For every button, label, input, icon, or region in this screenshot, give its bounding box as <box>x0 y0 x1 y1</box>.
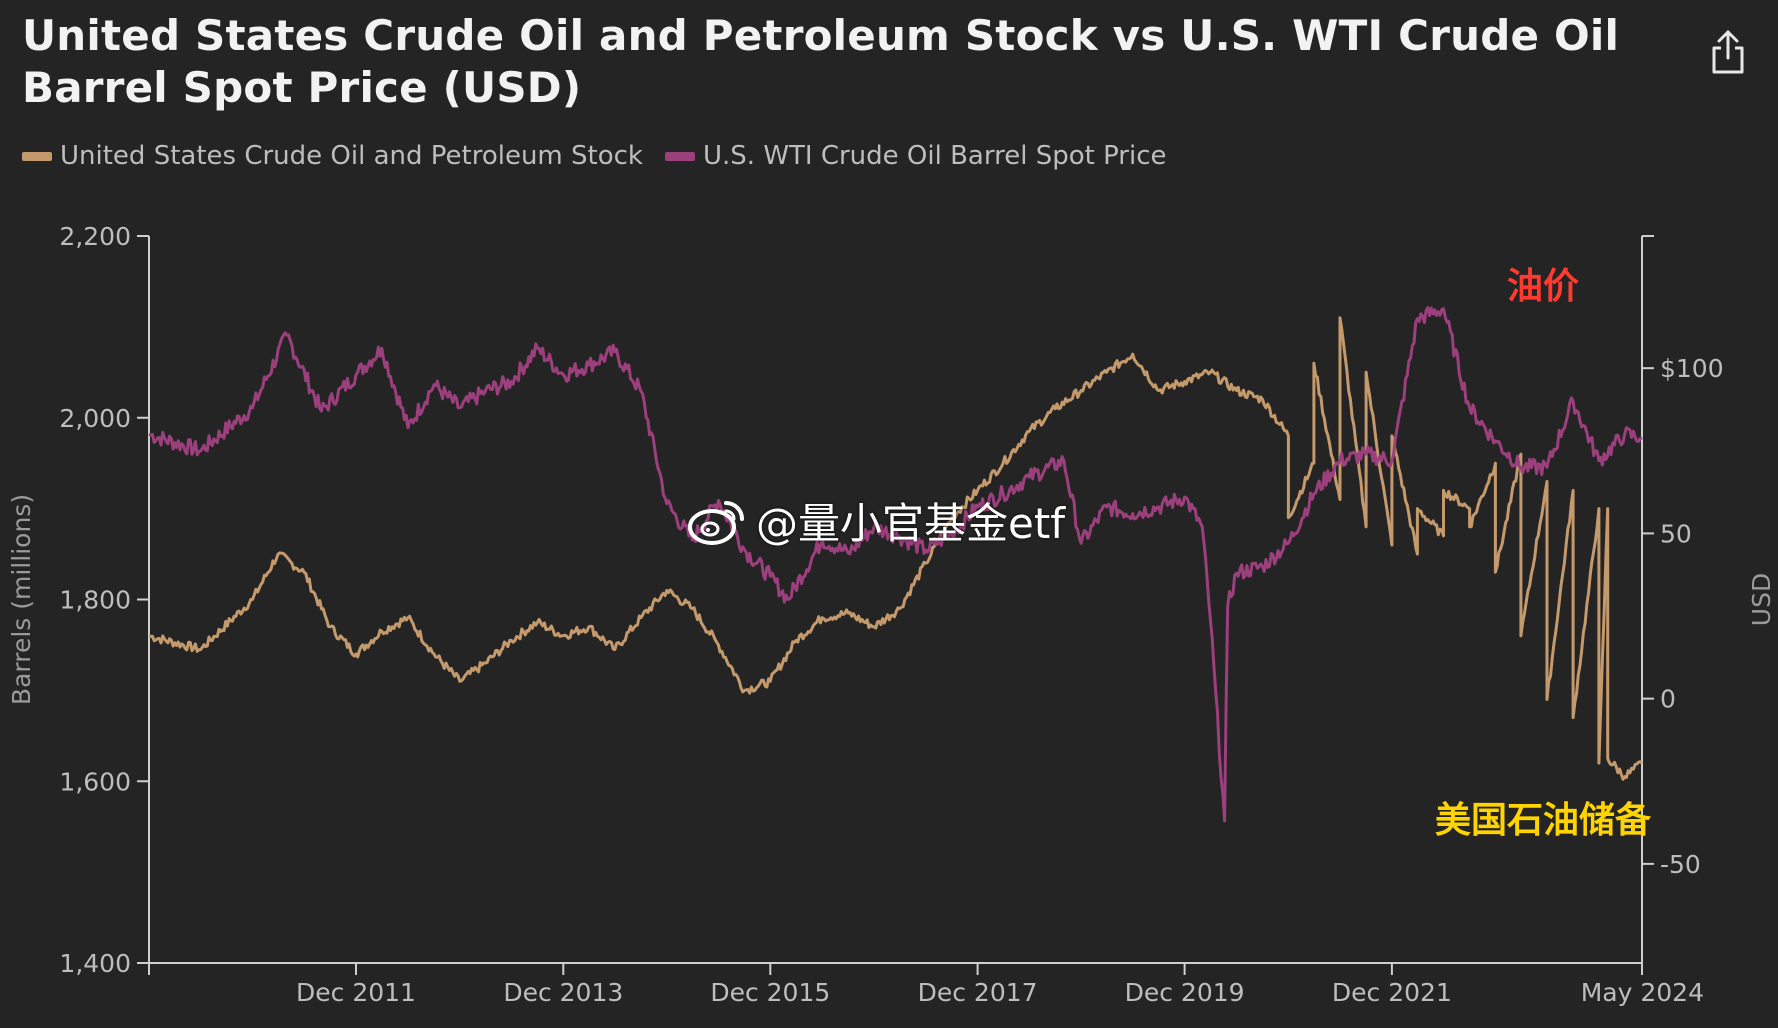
x-tick-label: Dec 2019 <box>1125 978 1245 1007</box>
watermark-text: @量小官基金etf <box>756 499 1066 548</box>
y-left-tick-label: 2,200 <box>59 222 131 251</box>
y-right-tick-label: 0 <box>1660 685 1676 714</box>
x-tick-label: Dec 2013 <box>503 978 623 1007</box>
x-tick-label: Dec 2011 <box>296 978 416 1007</box>
legend-item-stock[interactable]: United States Crude Oil and Petroleum St… <box>22 141 643 171</box>
chart-series <box>148 306 1643 823</box>
weibo-icon <box>688 500 744 545</box>
chart-labels: 1,400 1,600 1,800 2,000 2,200 -50 0 50 $100 Dec 2… <box>7 222 1776 1007</box>
chart-legend: United States Crude Oil and Petroleum St… <box>22 140 1167 172</box>
y-right-tick-label: -50 <box>1660 850 1701 879</box>
y-right-tick-label: $100 <box>1660 354 1724 383</box>
x-tick-label: Dec 2017 <box>918 978 1038 1007</box>
y-right-tick-label: 50 <box>1660 519 1692 548</box>
legend-item-wti[interactable]: U.S. WTI Crude Oil Barrel Spot Price <box>664 141 1167 171</box>
y-left-tick-label: 1,800 <box>59 586 131 615</box>
page-title: United States Crude Oil and Petroleum St… <box>22 11 1620 112</box>
x-tick-label: May 2024 <box>1581 978 1704 1007</box>
legend-label-stock: United States Crude Oil and Petroleum St… <box>60 141 643 171</box>
legend-swatch-wti <box>664 151 695 161</box>
watermark: @量小官基金etf <box>686 490 1065 551</box>
share-button[interactable] <box>1708 28 1748 76</box>
legend-swatch-stock <box>22 151 52 161</box>
series-line-stock <box>148 316 1643 781</box>
share-icon <box>1712 30 1744 74</box>
x-tick-label: Dec 2015 <box>710 978 830 1007</box>
chart-axes <box>137 235 1654 975</box>
y-left-axis-title: Barrels (millions) <box>7 494 36 705</box>
series-line-wti <box>148 306 1643 823</box>
legend-label-wti: U.S. WTI Crude Oil Barrel Spot Price <box>702 141 1167 171</box>
y-left-tick-label: 1,400 <box>59 949 131 978</box>
annotation-stock: 美国石油储备 <box>1435 800 1652 841</box>
y-right-axis-title: USD <box>1747 573 1776 626</box>
x-tick-label: Dec 2021 <box>1332 978 1452 1007</box>
annotation-price: 油价 <box>1507 266 1579 307</box>
y-left-tick-label: 1,600 <box>59 767 131 796</box>
y-left-tick-label: 2,000 <box>59 404 131 433</box>
